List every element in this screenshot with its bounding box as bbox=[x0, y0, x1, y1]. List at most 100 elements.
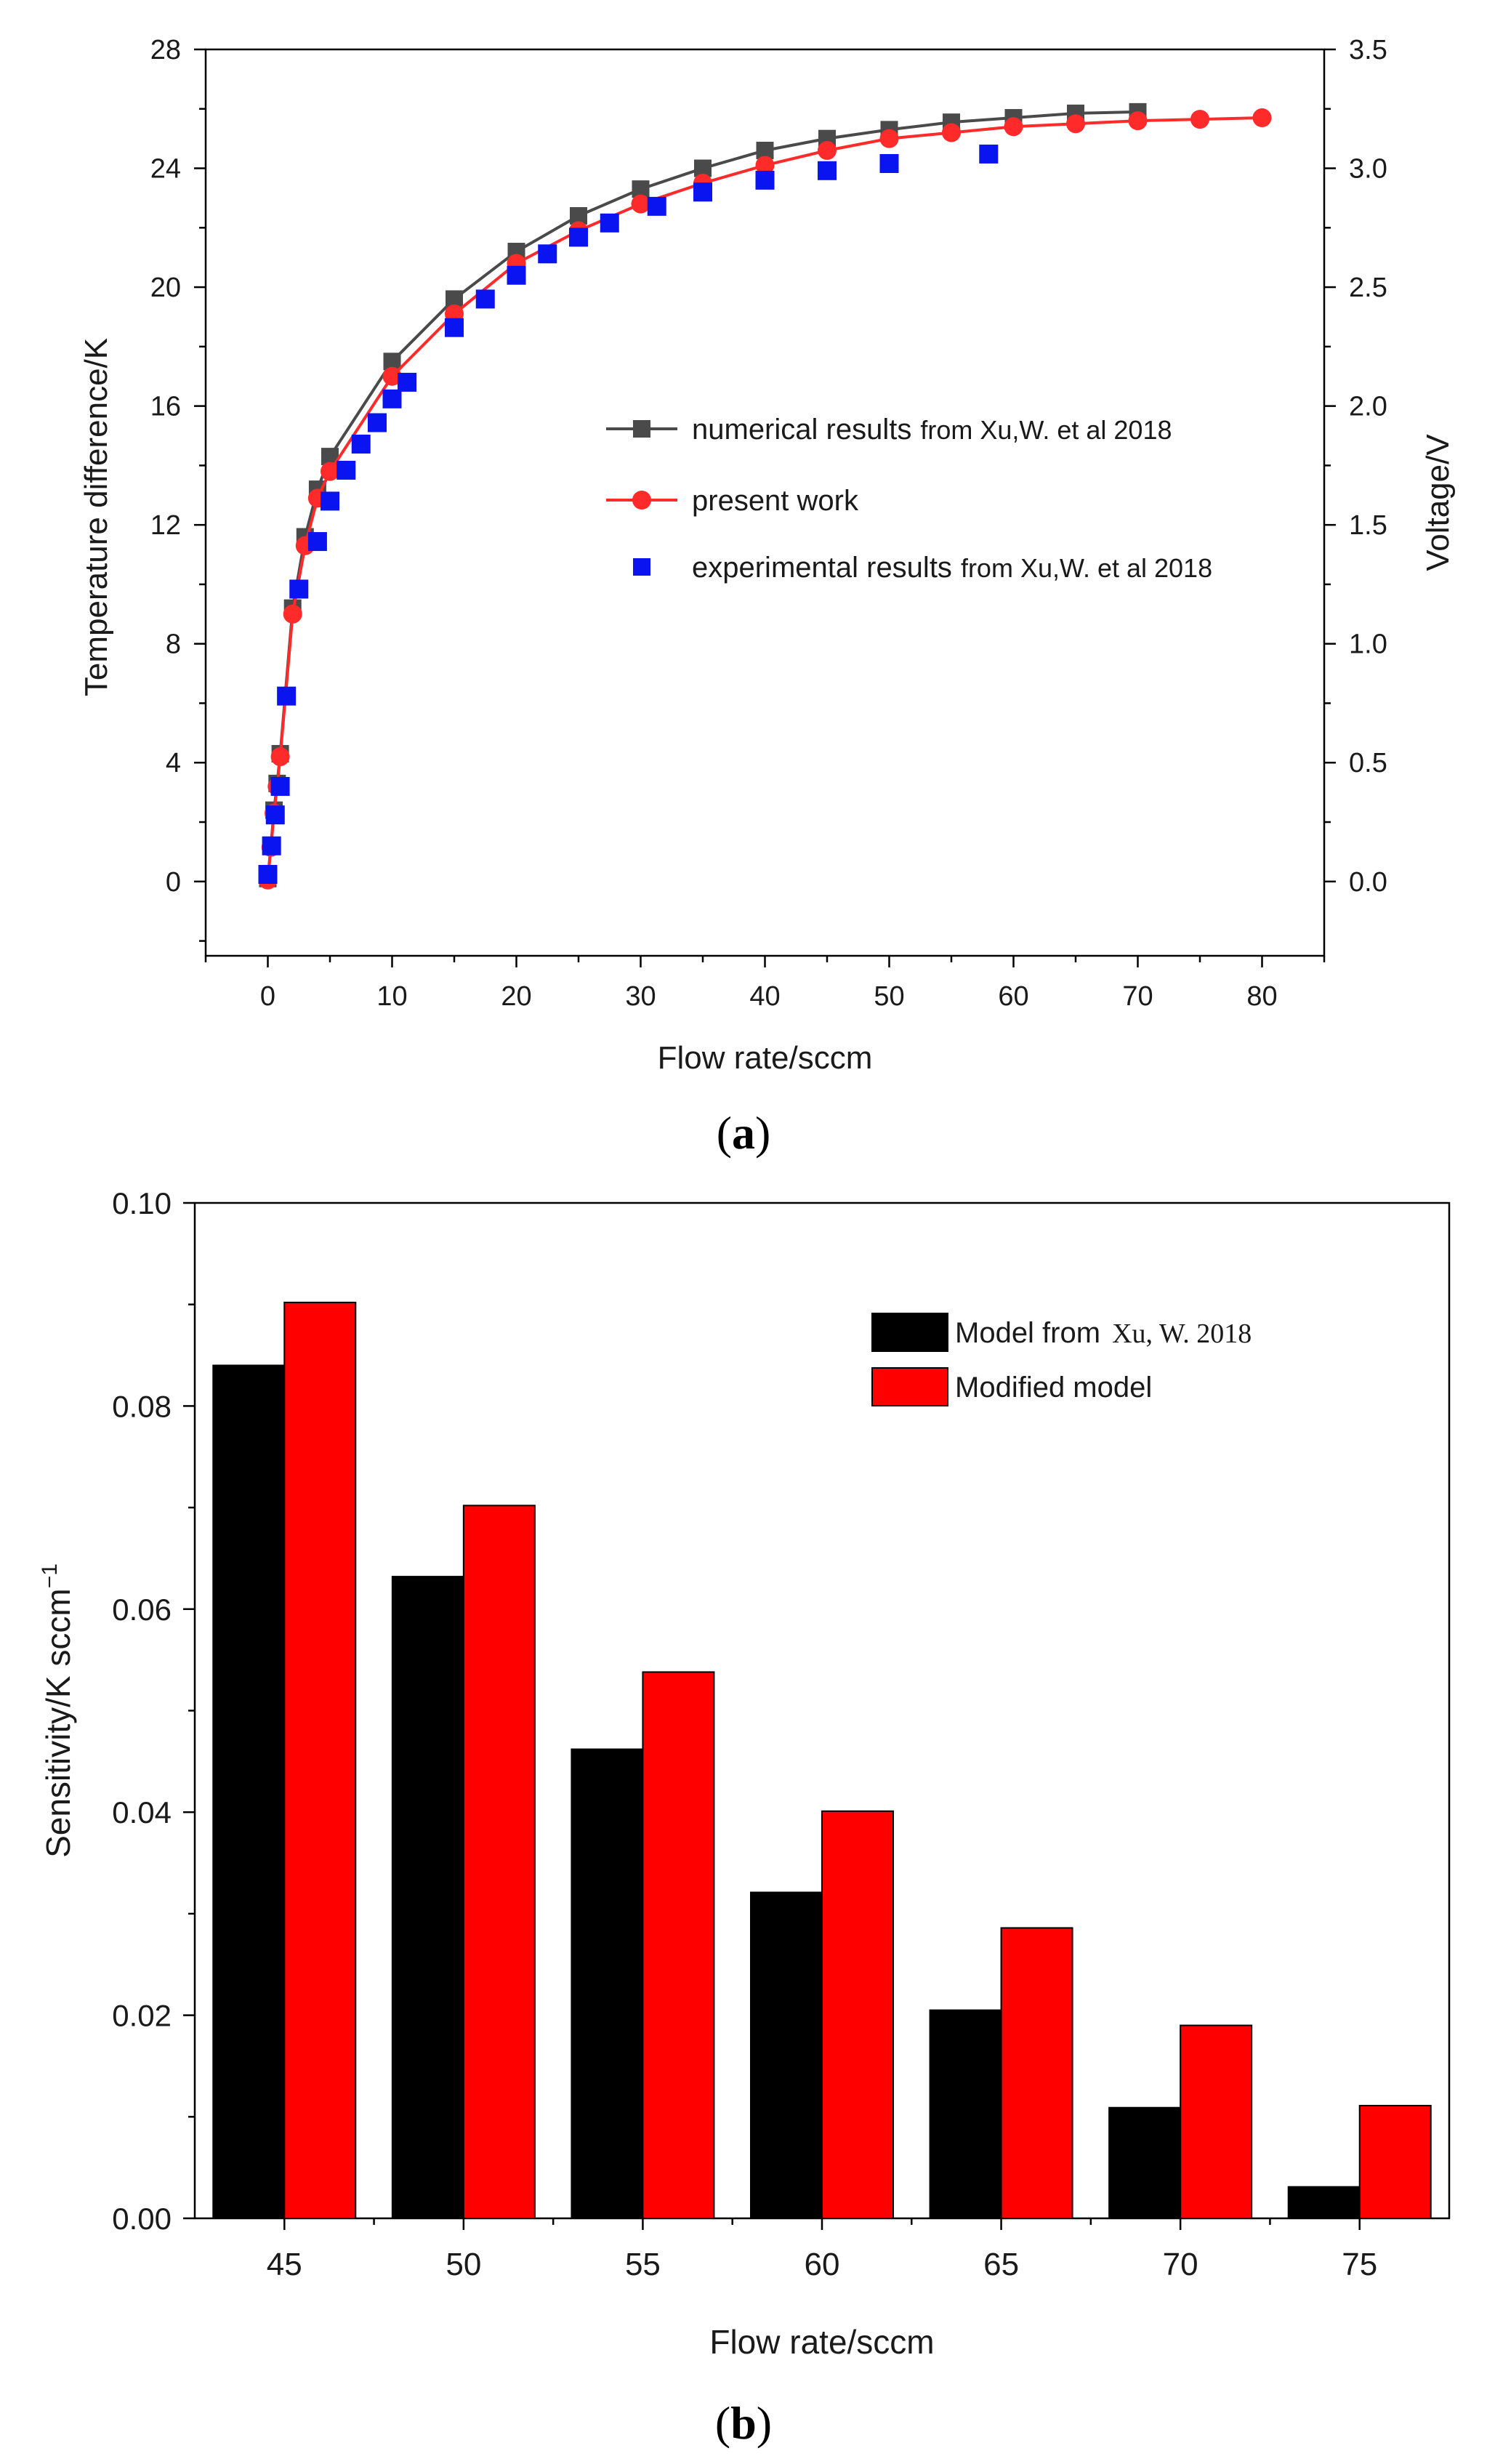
y2-tick-label-a: 2.5 bbox=[1349, 273, 1387, 303]
bar-modified bbox=[1358, 2104, 1432, 2220]
x-tick-label-a: 60 bbox=[998, 981, 1028, 1012]
data-point-a bbox=[1066, 114, 1085, 134]
x-axis-title-a: Flow rate/sccm bbox=[658, 1040, 873, 1076]
data-point-a bbox=[277, 686, 297, 706]
legend-swatch-b bbox=[871, 1313, 948, 1352]
y-tick-label-b: 0.06 bbox=[112, 1593, 172, 1627]
data-point-a bbox=[262, 836, 281, 855]
data-point-a bbox=[1190, 110, 1209, 129]
y-tick-label-a: 8 bbox=[166, 629, 181, 660]
y2-axis-title-a: Voltage/V bbox=[1420, 434, 1456, 571]
y-tick-label-a: 4 bbox=[166, 748, 181, 778]
y2-tick-label-a: 0.5 bbox=[1349, 748, 1387, 778]
legend-marker-a bbox=[633, 420, 650, 438]
data-point-a bbox=[1128, 111, 1148, 131]
y2-tick-label-a: 1.0 bbox=[1349, 629, 1387, 660]
data-point-a bbox=[289, 579, 309, 599]
legend-series-name-b: Modified model bbox=[955, 1372, 1152, 1404]
x-tick-label-a: 50 bbox=[874, 981, 904, 1012]
y-tick-label-a: 12 bbox=[150, 510, 181, 541]
x-tick-label-b: 65 bbox=[983, 2247, 1019, 2282]
data-point-a bbox=[879, 153, 899, 173]
panel-paren-close-a: ) bbox=[755, 1107, 770, 1159]
data-point-a bbox=[818, 161, 837, 180]
data-point-a bbox=[979, 144, 999, 164]
x-axis-title-b: Flow rate/sccm bbox=[709, 2323, 934, 2361]
chart-a: 0 10 20 30 40 50 60 70 80 0 4 8 12 16 20 24 28 0.0 0.5 1.0 1… bbox=[78, 35, 1456, 1159]
panel-label-b: (b) bbox=[715, 2397, 772, 2449]
bar-model bbox=[391, 1576, 464, 2219]
x-tick-label-b: 60 bbox=[805, 2247, 840, 2282]
x-tick-label-b: 45 bbox=[267, 2247, 302, 2282]
data-point-a bbox=[445, 318, 464, 337]
x-tick-label-a: 20 bbox=[501, 981, 531, 1012]
y-tick-label-a: 24 bbox=[150, 154, 181, 185]
data-point-a bbox=[693, 182, 712, 202]
y2-tick-label-a: 3.0 bbox=[1349, 154, 1387, 185]
panel-label-a: (a) bbox=[717, 1107, 771, 1159]
y-tick-label-b: 0.08 bbox=[112, 1389, 172, 1423]
x-tick-label-a: 40 bbox=[749, 981, 780, 1012]
y-tick-label-b: 0.00 bbox=[112, 2202, 172, 2236]
data-point-a bbox=[351, 434, 371, 454]
data-point-a bbox=[307, 532, 327, 552]
data-point-a bbox=[1252, 108, 1272, 128]
y2-tick-label-a: 3.5 bbox=[1349, 35, 1387, 65]
data-point-a bbox=[647, 196, 666, 216]
data-point-a bbox=[398, 372, 417, 392]
data-point-a bbox=[337, 460, 356, 480]
legend-a: numerical results from Xu,W. et al 2018 pr… bbox=[606, 414, 1212, 584]
y-tick-label-a: 0 bbox=[166, 867, 181, 898]
legend-marker-a bbox=[633, 558, 650, 576]
data-point-a bbox=[507, 265, 526, 285]
data-point-a bbox=[818, 141, 837, 161]
y-tick-label-a: 28 bbox=[150, 35, 181, 65]
legend-series-name-a: numerical results bbox=[692, 414, 911, 446]
legend-label-a: present work bbox=[692, 485, 859, 517]
x-tick-label-b: 75 bbox=[1342, 2247, 1377, 2282]
x-tick-label-a: 0 bbox=[260, 981, 275, 1012]
legend-series-name-a: present work bbox=[692, 485, 859, 517]
bar-model bbox=[929, 2009, 1002, 2219]
data-point-a bbox=[270, 776, 290, 796]
legend-series-name-a: experimental results bbox=[692, 552, 952, 584]
panel-paren-close-b: ) bbox=[757, 2397, 772, 2449]
legend-marker-a bbox=[632, 491, 651, 510]
bar-modified bbox=[462, 1505, 536, 2219]
data-point-a bbox=[270, 747, 290, 767]
data-point-a bbox=[265, 805, 285, 825]
panel-letter-b: b bbox=[730, 2397, 757, 2449]
data-point-a bbox=[475, 289, 495, 309]
legend-swatch-b bbox=[871, 1367, 948, 1406]
bar-model bbox=[750, 1891, 823, 2219]
y-axis-title-exponent-b: −1 bbox=[38, 1563, 62, 1588]
bar-modified bbox=[642, 1671, 715, 2220]
panel-paren-open-a: ( bbox=[717, 1107, 732, 1159]
x-tick-label-a: 10 bbox=[376, 981, 407, 1012]
legend-series-source-a: from Xu,W. et al 2018 bbox=[920, 415, 1172, 445]
data-point-a bbox=[283, 604, 302, 624]
y2-tick-label-a: 0.0 bbox=[1349, 867, 1387, 898]
panel-letter-a: a bbox=[732, 1107, 755, 1159]
chart-b: 45 50 55 60 65 70 75 0.00 0.02 0.04 0.06 0.08 0.10 Fl… bbox=[38, 1186, 1451, 2449]
y-tick-label-b: 0.04 bbox=[112, 1795, 172, 1829]
y-axis-title-a: Temperature difference/K bbox=[78, 338, 114, 696]
data-point-a bbox=[632, 180, 650, 198]
bar-modified bbox=[1180, 2024, 1253, 2220]
y-axis-title-text-b: Sensitivity/K sccm bbox=[39, 1588, 77, 1858]
x-tick-label-a: 70 bbox=[1122, 981, 1153, 1012]
data-point-a bbox=[755, 156, 775, 175]
legend-label-a: experimental results from Xu,W. et al 201… bbox=[692, 552, 1212, 584]
panel-paren-open-b: ( bbox=[715, 2397, 730, 2449]
bar-model bbox=[571, 1748, 644, 2219]
bar-model bbox=[212, 1364, 286, 2219]
data-point-a bbox=[382, 366, 402, 386]
bar-model bbox=[1108, 2106, 1182, 2220]
legend-label-b: Modified model bbox=[955, 1372, 1152, 1404]
data-point-a bbox=[569, 228, 588, 247]
data-point-a bbox=[321, 491, 339, 511]
x-tick-label-b: 50 bbox=[446, 2247, 481, 2282]
y-tick-label-a: 16 bbox=[150, 392, 181, 422]
y2-tick-label-a: 1.5 bbox=[1349, 510, 1387, 541]
